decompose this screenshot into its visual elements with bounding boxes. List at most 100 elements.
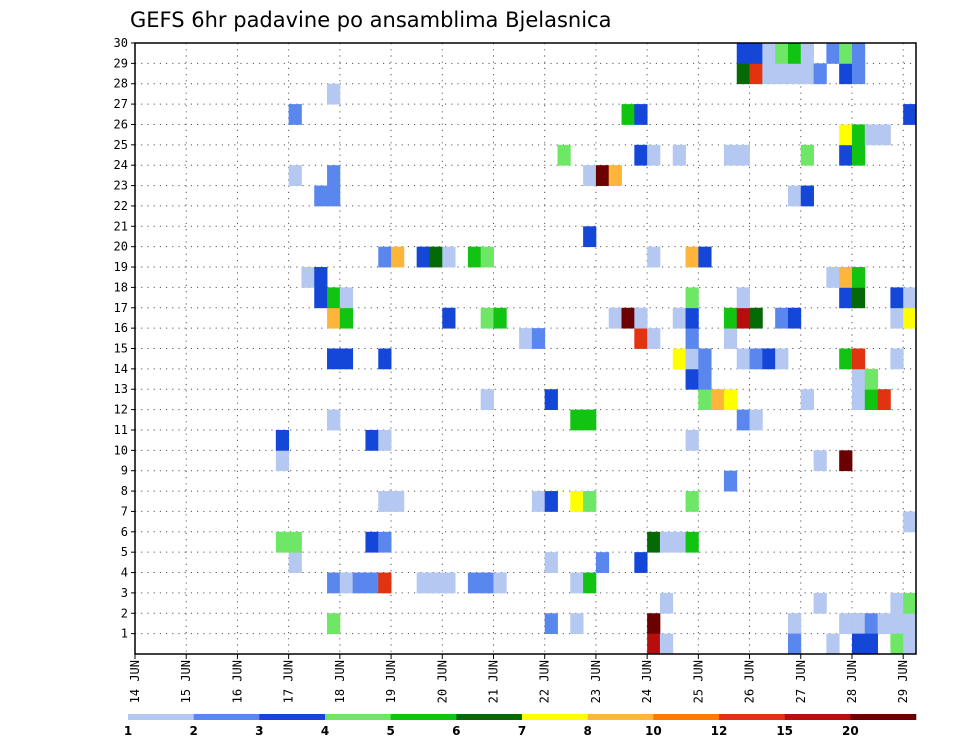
colorbar-label: 12 <box>711 724 728 738</box>
heatmap-cell <box>685 531 699 553</box>
heatmap-cell <box>531 491 546 512</box>
y-tick-label: 19 <box>114 260 128 274</box>
heatmap-cell <box>570 613 584 635</box>
heatmap-cell <box>378 531 392 553</box>
x-tick-label: 16 JUN <box>230 660 244 703</box>
colorbar-label: 7 <box>518 724 526 738</box>
heatmap-cell <box>903 633 917 655</box>
x-tick-label: 17 JUN <box>282 660 296 703</box>
heatmap-cell <box>877 389 891 410</box>
heatmap-cell <box>429 246 443 268</box>
colorbar-legend: 1 2 3 4 5 6 7 8 10 12 15 20 <box>124 714 917 738</box>
heatmap-cell <box>365 429 379 451</box>
y-tick-label: 26 <box>114 117 128 131</box>
heatmap-cell <box>634 104 648 125</box>
heatmap-cell <box>647 144 661 166</box>
heatmap-cell <box>442 307 456 329</box>
heatmap-cell <box>583 491 597 512</box>
heatmap-cell <box>557 144 571 166</box>
heatmap-cell <box>723 144 738 166</box>
heatmap-cell <box>890 633 904 655</box>
heatmap-cell <box>685 307 699 329</box>
colorbar-label: 6 <box>452 724 460 738</box>
heatmap-cell <box>864 613 878 635</box>
y-tick-label: 15 <box>114 342 128 356</box>
y-tick-label: 25 <box>114 138 128 152</box>
y-tick-label: 16 <box>114 321 128 335</box>
heatmap-cell <box>685 246 699 268</box>
heatmap-cell <box>352 572 366 594</box>
heatmap-cell <box>864 368 878 390</box>
x-tick-label: 18 JUN <box>333 660 347 703</box>
y-tick-label: 18 <box>114 280 128 294</box>
heatmap-cell <box>634 328 648 349</box>
heatmap-cell <box>391 491 405 512</box>
heatmap-cell <box>378 348 392 370</box>
heatmap-cell <box>890 592 904 614</box>
heatmap-cell <box>327 348 341 370</box>
heatmap-cell <box>480 246 494 268</box>
heatmap-cell <box>775 43 789 64</box>
heatmap-cell <box>864 124 878 146</box>
heatmap-cell <box>749 409 763 431</box>
heatmap-cell <box>839 348 853 370</box>
chart-title: GEFS 6hr padavine po ansamblima Bjelasni… <box>130 8 611 32</box>
colorbar-swatch <box>325 714 391 720</box>
heatmap-cell <box>851 389 866 410</box>
heatmap-cell <box>839 144 853 166</box>
x-tick-label: 14 JUN <box>128 660 142 703</box>
heatmap-cell <box>903 511 917 533</box>
heatmap-cell <box>890 307 904 329</box>
heatmap-cell <box>685 491 699 512</box>
heatmap-cell <box>659 633 674 655</box>
heatmap-cell <box>634 144 648 166</box>
heatmap-cell <box>288 104 302 125</box>
heatmap-cell <box>775 63 789 85</box>
x-tick-label: 25 JUN <box>691 660 705 703</box>
heatmap-cell <box>749 348 763 370</box>
heatmap-cell <box>685 328 699 349</box>
heatmap-cell <box>851 144 866 166</box>
heatmap-cell <box>698 368 712 390</box>
heatmap-cell <box>621 307 635 329</box>
heatmap-cell <box>723 389 738 410</box>
heatmap-cell <box>378 429 392 451</box>
y-tick-label: 5 <box>121 545 128 559</box>
heatmap-cell <box>595 165 610 186</box>
heatmap-cell <box>659 531 674 553</box>
y-tick-label: 12 <box>114 403 128 417</box>
heatmap-cell <box>480 572 494 594</box>
heatmap-cell <box>608 307 622 329</box>
x-tick-label: 28 JUN <box>845 660 859 703</box>
heatmap-cell <box>301 267 315 288</box>
heatmap-cell <box>339 307 354 329</box>
heatmap-cell <box>890 287 904 309</box>
heatmap-cell <box>851 613 866 635</box>
heatmap-cell <box>327 165 341 186</box>
y-axis-ticks: 1234567891011121314151617181920212223242… <box>114 36 135 641</box>
heatmap-cell <box>275 450 290 472</box>
heatmap-cell <box>813 450 827 472</box>
y-tick-label: 3 <box>121 586 128 600</box>
heatmap-cell <box>570 409 584 431</box>
heatmap-cell <box>736 287 750 309</box>
heatmap-cell <box>275 531 290 553</box>
heatmap-cell <box>851 368 866 390</box>
colorbar-swatch <box>259 714 326 720</box>
heatmap-cell <box>711 389 725 410</box>
y-tick-label: 1 <box>121 627 128 641</box>
y-tick-label: 29 <box>114 56 128 70</box>
heatmap-cell <box>685 348 699 370</box>
heatmap-cell <box>647 328 661 349</box>
y-tick-label: 11 <box>114 423 128 437</box>
heatmap-cell <box>800 63 814 85</box>
heatmap-cell <box>493 307 507 329</box>
heatmap-cell <box>736 348 750 370</box>
heatmap-cell <box>839 43 853 64</box>
x-tick-label: 26 JUN <box>743 660 757 703</box>
x-tick-label: 23 JUN <box>589 660 603 703</box>
heatmap-cell <box>685 287 699 309</box>
heatmap-cell <box>698 348 712 370</box>
heatmap-cell <box>839 613 853 635</box>
